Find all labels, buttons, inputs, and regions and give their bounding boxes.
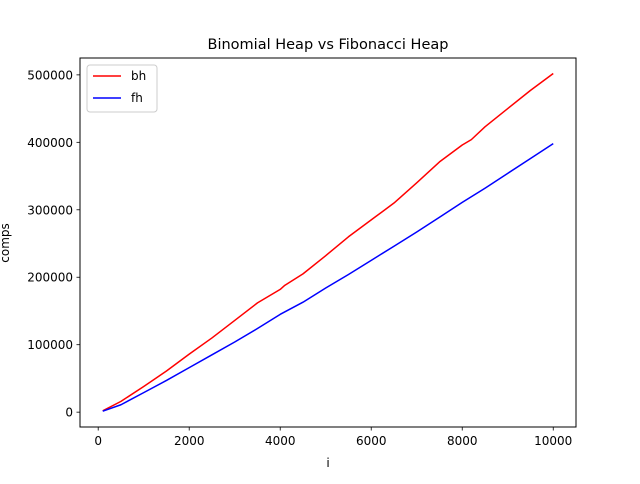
x-tick-label: 10000 [534,434,572,448]
x-axis-label: i [326,456,329,470]
y-tick-label: 500000 [27,68,73,82]
chart-title: Binomial Heap vs Fibonacci Heap [208,37,449,53]
y-axis-label: comps [0,223,12,263]
x-axis: 0 2000 4000 6000 8000 10000 [94,427,572,448]
plot-frame [79,57,577,428]
y-tick-label: 300000 [27,203,73,217]
series-line-bh [102,72,554,412]
x-tick-label: 4000 [265,434,296,448]
x-tick-label: 0 [94,434,102,448]
legend: bh fh [86,64,158,113]
legend-label-fh: fh [131,91,143,105]
y-tick-label: 200000 [27,271,73,285]
y-tick-label: 0 [65,406,73,420]
y-axis: 0 100000 200000 300000 400000 500000 [27,68,80,420]
x-tick-label: 8000 [447,434,478,448]
series-line-fh [102,143,554,412]
series-layer [102,72,554,412]
y-tick-label: 400000 [27,136,73,150]
x-tick-label: 6000 [356,434,387,448]
x-tick-label: 2000 [174,434,205,448]
legend-box [86,64,158,113]
legend-label-bh: bh [131,69,146,83]
y-tick-label: 100000 [27,338,73,352]
